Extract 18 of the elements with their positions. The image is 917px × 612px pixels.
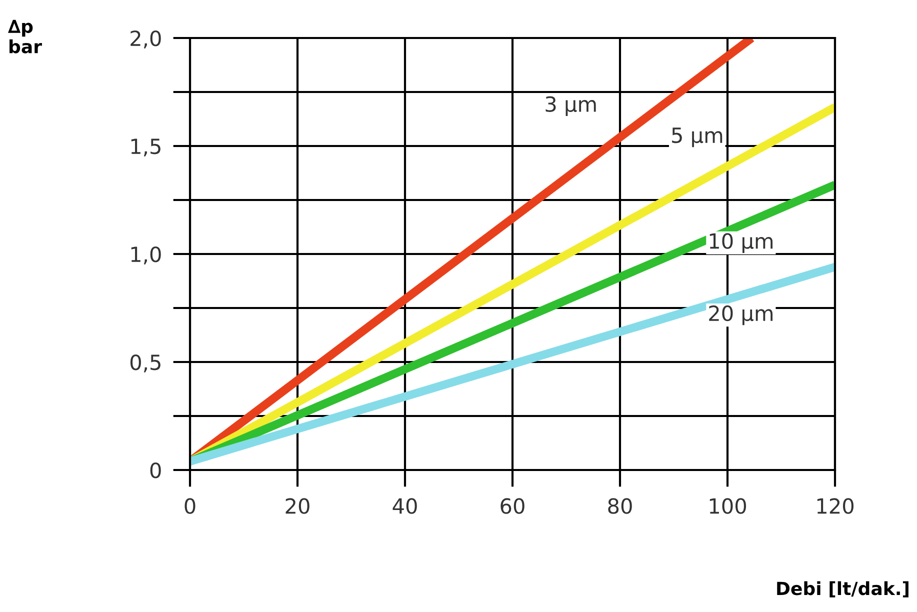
y-tick-label: 1,5 xyxy=(131,138,160,156)
x-tick-label: 80 xyxy=(608,498,632,514)
x-tick-label: 0 xyxy=(184,498,196,514)
x-tick-label: 60 xyxy=(500,498,524,514)
series-label: 20 µm xyxy=(709,305,773,326)
y-tick-label: 0,5 xyxy=(130,354,160,372)
series-label: 10 µm xyxy=(710,233,773,253)
y-tick-label: 2,0 xyxy=(130,30,161,48)
y-tick-label: 0 xyxy=(150,462,161,478)
x-tick-label: 40 xyxy=(392,498,417,514)
y-axis-title: ∆p bar xyxy=(8,20,42,54)
y-tick-label: 1,0 xyxy=(131,246,161,264)
x-axis-title: Debi [lt/dak.] xyxy=(777,581,908,598)
series-label: 3 µm xyxy=(546,96,596,116)
series-label: 5 µm xyxy=(672,128,722,148)
x-tick-label: 100 xyxy=(710,498,746,514)
x-tick-label: 120 xyxy=(817,498,854,514)
x-tick-label: 20 xyxy=(286,498,310,514)
